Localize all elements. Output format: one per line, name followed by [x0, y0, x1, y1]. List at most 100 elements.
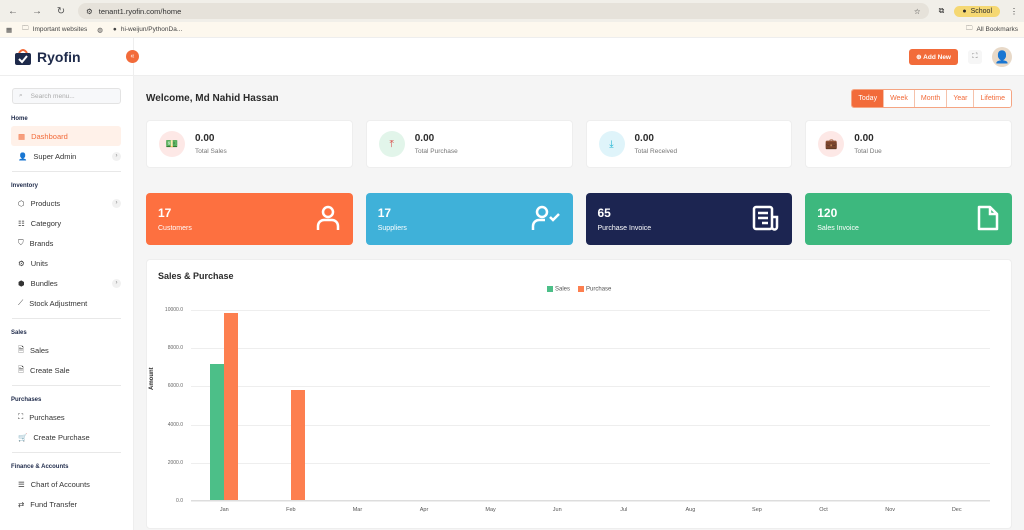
sidebar-item-dashboard[interactable]: ▦ Dashboard [11, 126, 121, 146]
sidebar-item-category[interactable]: ☷ Category [0, 213, 133, 233]
stat-label: Total Purchase [414, 148, 458, 155]
address-bar[interactable]: ⚙ tenant1.ryofin.com/home ☆ [78, 3, 929, 19]
plot-area: 10000.0 8000.0 6000.0 4000.0 2000.0 0.0 Jan Feb… [165, 307, 990, 513]
count-label: Customers [158, 225, 192, 232]
url-text: tenant1.ryofin.com/home [98, 6, 182, 16]
bookmark-globe[interactable]: ◍ [97, 26, 103, 34]
category-icon: ☷ [18, 218, 25, 228]
gridline [191, 424, 990, 426]
count-card-sales-invoice[interactable]: 120 Sales Invoice [805, 193, 1012, 245]
forward-icon[interactable]: → [32, 5, 42, 17]
chart-of-accounts-icon: ☰ [18, 479, 25, 489]
search-input[interactable]: ⌕ Search menu... [12, 88, 121, 104]
stat-card-total-sales: 💵 0.00 Total Sales [146, 120, 353, 168]
sales-icon: 🗎 [18, 344, 25, 354]
folder-icon: 🗀 [965, 25, 973, 32]
count-label: Suppliers [377, 225, 407, 232]
site-settings-icon[interactable]: ⚙ [86, 6, 93, 16]
y-tick: 10000.0 [164, 307, 183, 313]
sidebar-item-label: Stock Adjustment [29, 298, 88, 308]
sidebar-item-stock-adjustment[interactable]: ⟋ Stock Adjustment [0, 293, 133, 313]
stat-label: Total Received [634, 148, 678, 155]
legend-swatch [547, 286, 553, 292]
sidebar-item-fund-transfer[interactable]: ⇄ Fund Transfer [0, 494, 133, 514]
x-tick: Dec [951, 507, 962, 513]
stat-value: 0.00 [634, 133, 654, 144]
sidebar-item-label: Units [30, 258, 48, 268]
period-today[interactable]: Today [852, 89, 885, 107]
sidebar-item-super-admin[interactable]: 👤 Super Admin › [0, 146, 133, 166]
welcome-heading: Welcome, Md Nahid Hassan [146, 92, 279, 104]
sidebar-item-chart-of-accounts[interactable]: ☰ Chart of Accounts [0, 474, 133, 494]
sidebar-item-bundles[interactable]: ⬢ Bundles › [0, 273, 133, 293]
sidebar-item-create-sale[interactable]: 🗎 Create Sale [0, 360, 133, 380]
sidebar-item-label: Fund Transfer [30, 499, 77, 509]
profile-avatar-icon: ● [962, 7, 967, 15]
bookmark-folder[interactable]: 🗀 Important websites [22, 25, 88, 33]
count-label: Purchase Invoice [597, 225, 652, 232]
add-new-button[interactable]: ⊕ Add New [909, 48, 958, 65]
chevron-right-icon[interactable]: › [112, 278, 121, 288]
fullscreen-icon[interactable]: ⛶ [968, 49, 982, 64]
bar-sales-jan[interactable] [210, 364, 225, 500]
stat-card-total-received: ⤓ 0.00 Total Received [585, 120, 793, 168]
sidebar-item-label: Create Purchase [33, 432, 90, 442]
profile-button[interactable]: ● School [954, 5, 1000, 17]
x-tick: Apr [419, 507, 429, 513]
back-icon[interactable]: ← [8, 5, 18, 17]
period-month[interactable]: Month [914, 89, 948, 107]
logo[interactable]: Ryofin [0, 38, 133, 76]
create-sale-icon: 🗎 [18, 364, 25, 374]
count-value: 17 [158, 206, 172, 220]
y-tick: 8000.0 [167, 345, 183, 352]
globe-icon: ◍ [97, 26, 103, 34]
sidebar-item-create-purchase[interactable]: 🛒 Create Purchase [0, 427, 133, 447]
count-value: 65 [597, 206, 611, 220]
apps-icon[interactable]: ▦ [6, 26, 13, 34]
bundles-icon: ⬢ [18, 278, 25, 288]
divider [12, 171, 121, 172]
stat-value: 0.00 [195, 133, 215, 144]
collapse-sidebar-button[interactable]: « [126, 50, 139, 63]
count-card-suppliers[interactable]: 17 Suppliers [365, 193, 573, 245]
x-tick: Oct [819, 507, 828, 513]
stat-card-total-due: 💼 0.00 Total Due [805, 120, 1012, 168]
avatar[interactable]: 👤 [992, 46, 1012, 67]
section-title: Purchases [11, 397, 42, 403]
github-icon: ● [112, 26, 117, 33]
star-icon[interactable]: ☆ [913, 6, 921, 16]
create-purchase-icon: 🛒 [18, 432, 28, 442]
sidebar-item-sales[interactable]: 🗎 Sales [0, 340, 133, 360]
period-year[interactable]: Year [947, 89, 975, 107]
x-tick: Jun [552, 507, 562, 513]
legend-item-sales[interactable]: Sales [547, 286, 570, 293]
reload-icon[interactable]: ↻ [56, 5, 66, 17]
count-card-customers[interactable]: 17 Customers [146, 193, 353, 245]
menu-icon[interactable]: ⋮ [1010, 6, 1018, 16]
sidebar-item-brands[interactable]: ⛉ Brands [0, 233, 133, 253]
sidebar-item-label: Purchases [29, 412, 65, 422]
divider [12, 452, 121, 453]
sidebar-item-label: Create Sale [30, 365, 70, 375]
count-card-purchase-invoice[interactable]: 65 Purchase Invoice [585, 193, 793, 245]
period-week[interactable]: Week [884, 89, 915, 107]
x-tick: Mar [352, 507, 363, 513]
sidebar-item-units[interactable]: ⚙ Units [0, 253, 133, 273]
all-bookmarks[interactable]: 🗀 All Bookmarks [965, 25, 1018, 33]
chevron-right-icon[interactable]: › [112, 198, 121, 208]
x-tick: Aug [685, 507, 696, 513]
sidebar-item-products[interactable]: ⬡ Products › [0, 193, 133, 213]
bar-purchase-feb[interactable] [290, 390, 305, 500]
sidebar-item-purchases[interactable]: ⛶ Purchases [0, 407, 133, 427]
bookmark-github[interactable]: ● hi-weijun/PythonDa... [112, 26, 183, 33]
chevron-right-icon[interactable]: › [112, 151, 121, 161]
count-value: 120 [817, 206, 838, 220]
sidebar-item-label: Category [30, 218, 62, 228]
sidebar-item-label: Bundles [30, 278, 58, 288]
legend-item-purchase[interactable]: Purchase [578, 286, 611, 293]
folder-icon: 🗀 [22, 25, 29, 32]
period-lifetime[interactable]: Lifetime [974, 89, 1011, 107]
bar-purchase-jan[interactable] [224, 312, 239, 500]
section-title: Inventory [11, 183, 39, 189]
extensions-icon[interactable]: ⧉ [938, 6, 945, 15]
